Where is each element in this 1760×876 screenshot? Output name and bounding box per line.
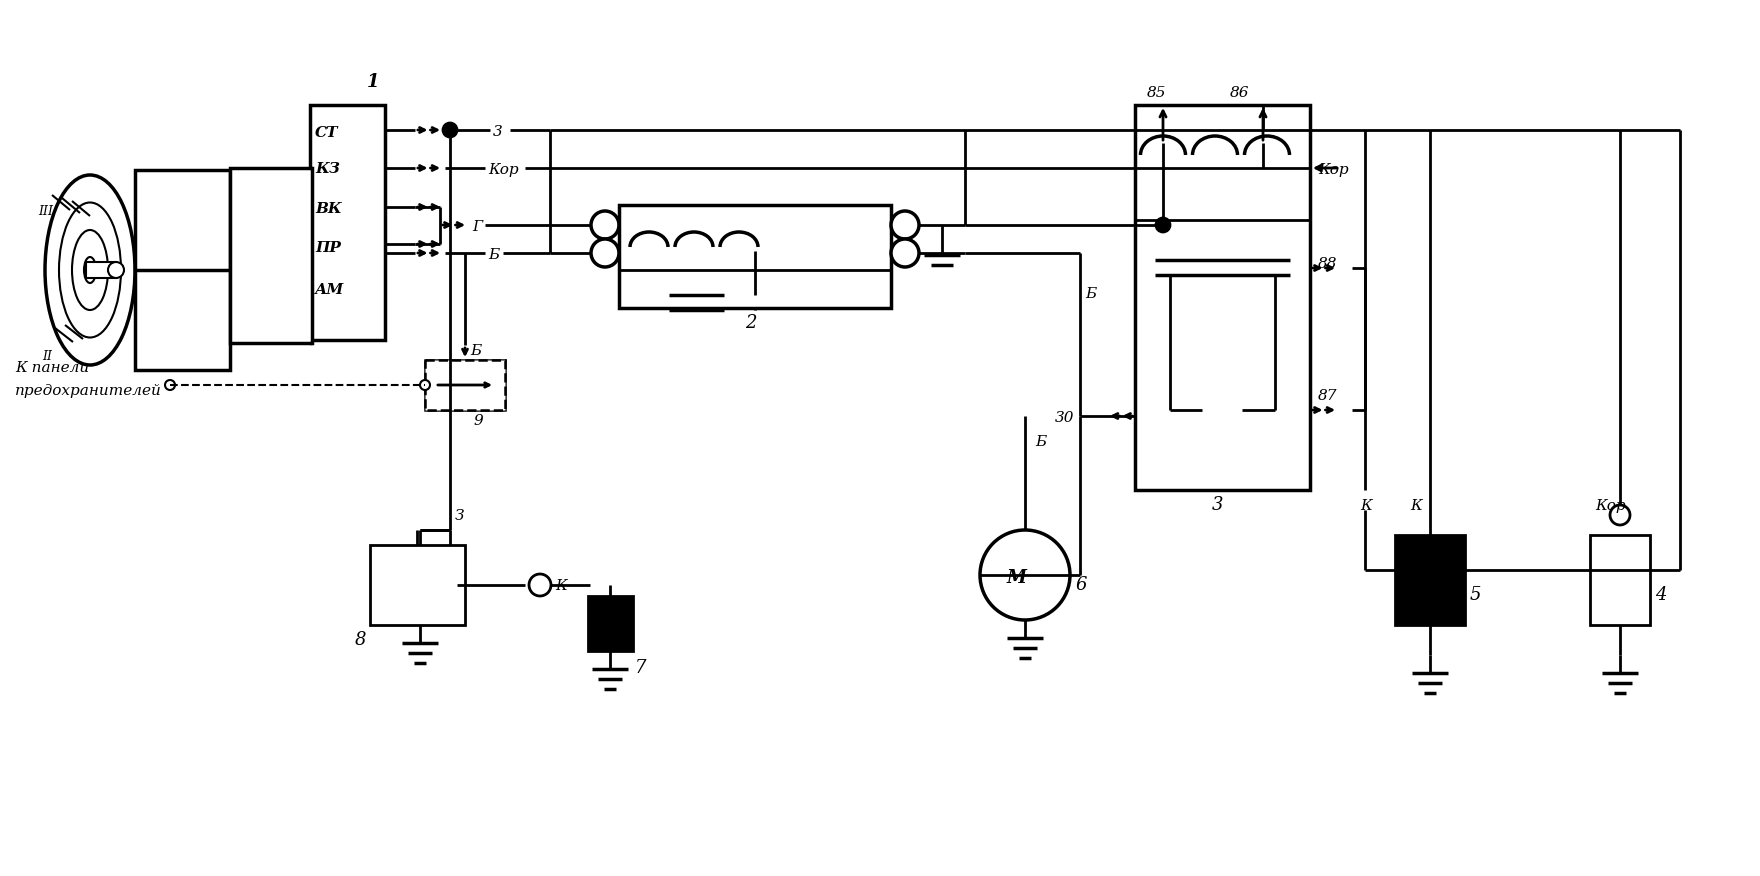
Text: З: З <box>456 509 465 523</box>
Circle shape <box>591 211 620 239</box>
Text: 4: 4 <box>1654 586 1667 604</box>
Bar <box>136 170 231 370</box>
Bar <box>620 205 891 308</box>
Circle shape <box>444 123 458 137</box>
Text: 5: 5 <box>1470 586 1482 604</box>
Text: ПР: ПР <box>315 241 341 255</box>
Circle shape <box>1156 218 1170 232</box>
Circle shape <box>107 262 123 278</box>
Circle shape <box>421 380 429 390</box>
Circle shape <box>165 380 174 390</box>
Bar <box>1589 535 1651 625</box>
Circle shape <box>1610 505 1630 525</box>
Circle shape <box>891 211 919 239</box>
Bar <box>588 596 634 651</box>
Circle shape <box>530 574 551 596</box>
Circle shape <box>591 239 620 267</box>
Text: III: III <box>39 205 53 218</box>
Circle shape <box>891 239 919 267</box>
Bar <box>424 360 505 410</box>
Text: Б: Б <box>1084 287 1096 301</box>
Text: К: К <box>1410 499 1422 513</box>
Text: 9: 9 <box>473 414 482 428</box>
Text: 8: 8 <box>356 631 366 649</box>
Text: предохранителей: предохранителей <box>16 384 162 398</box>
Text: Г: Г <box>472 220 482 234</box>
Text: II: II <box>42 350 53 363</box>
Text: СТ: СТ <box>315 126 338 140</box>
Text: 88: 88 <box>1318 257 1338 271</box>
Text: Б: Б <box>470 344 480 358</box>
Bar <box>231 168 312 343</box>
Bar <box>370 545 465 625</box>
Text: 6: 6 <box>1075 576 1086 594</box>
Text: 1: 1 <box>368 73 380 91</box>
Text: Б: Б <box>488 248 500 262</box>
Circle shape <box>980 530 1070 620</box>
Bar <box>310 105 385 340</box>
Text: К панели: К панели <box>16 361 90 375</box>
Text: ВК: ВК <box>315 202 341 216</box>
Text: 30: 30 <box>1054 411 1075 425</box>
Bar <box>1396 535 1464 625</box>
Text: 87: 87 <box>1318 389 1338 403</box>
Text: Кор: Кор <box>1595 499 1626 513</box>
Text: 3: 3 <box>1213 496 1223 514</box>
Text: Б: Б <box>1035 435 1045 449</box>
Text: М: М <box>1007 569 1026 587</box>
Bar <box>424 360 505 410</box>
Text: 86: 86 <box>1230 86 1250 100</box>
Text: 85: 85 <box>1148 86 1167 100</box>
Bar <box>1135 105 1309 490</box>
Bar <box>86 262 116 278</box>
Text: КЗ: КЗ <box>315 162 340 176</box>
Text: К: К <box>1360 499 1371 513</box>
Text: К: К <box>554 579 567 593</box>
Text: Кор: Кор <box>1318 163 1348 177</box>
Text: Кор: Кор <box>488 163 519 177</box>
Text: АМ: АМ <box>315 283 345 297</box>
Text: 7: 7 <box>635 659 646 677</box>
Text: 3: 3 <box>493 125 503 139</box>
Text: 2: 2 <box>744 314 757 332</box>
